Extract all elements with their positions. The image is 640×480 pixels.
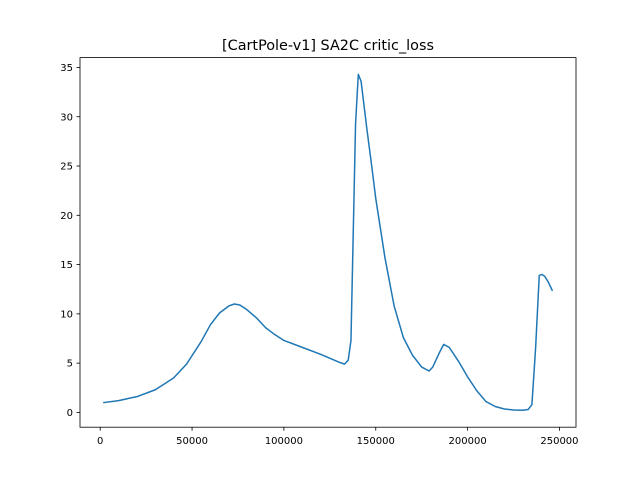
x-tick-label: 200000 bbox=[449, 436, 487, 447]
chart-title: [CartPole-v1] SA2C critic_loss bbox=[222, 38, 434, 54]
x-tick-label: 100000 bbox=[265, 436, 303, 447]
x-tick-label: 0 bbox=[97, 436, 103, 447]
y-tick-label: 5 bbox=[67, 359, 73, 370]
axes-frame bbox=[79, 57, 577, 428]
y-axis: 0 5 10 15 20 25 30 35 bbox=[60, 63, 80, 419]
x-axis: 0 50000 100000 150000 200000 250000 bbox=[97, 427, 579, 447]
y-tick-label: 35 bbox=[60, 63, 73, 74]
y-tick-label: 0 bbox=[67, 408, 73, 419]
series-line-critic-loss bbox=[103, 73, 554, 411]
x-tick-label: 150000 bbox=[357, 436, 395, 447]
y-tick-label: 25 bbox=[60, 162, 73, 173]
plot-area bbox=[103, 73, 554, 411]
y-tick-label: 30 bbox=[60, 112, 73, 123]
x-tick-label: 250000 bbox=[540, 436, 578, 447]
y-tick-label: 20 bbox=[60, 211, 73, 222]
y-tick-label: 10 bbox=[60, 309, 73, 320]
x-tick-label: 50000 bbox=[176, 436, 208, 447]
y-tick-label: 15 bbox=[60, 260, 73, 271]
